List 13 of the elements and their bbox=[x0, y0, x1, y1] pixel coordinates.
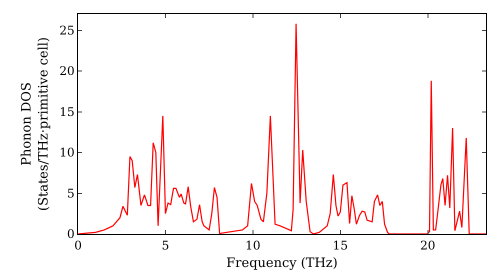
y-axis-title: Phonon DOS (States/THz·primitive cell) bbox=[19, 36, 52, 212]
x-tick-label: 5 bbox=[162, 238, 170, 252]
y-tick-label: 0 bbox=[66, 227, 75, 242]
line-series bbox=[78, 23, 486, 234]
x-tick-label: 20 bbox=[420, 238, 436, 252]
y-tick-label: 10 bbox=[59, 146, 75, 160]
y-tick-label: 5 bbox=[66, 186, 75, 200]
x-tick-label: 10 bbox=[245, 238, 261, 252]
y-tick-label: 15 bbox=[59, 104, 75, 119]
x-axis-title: Frequency (THz) bbox=[226, 256, 338, 271]
x-tick-label: 15 bbox=[332, 238, 348, 252]
y-tick-label: 25 bbox=[59, 24, 75, 38]
y-tick-label: 20 bbox=[59, 64, 75, 78]
